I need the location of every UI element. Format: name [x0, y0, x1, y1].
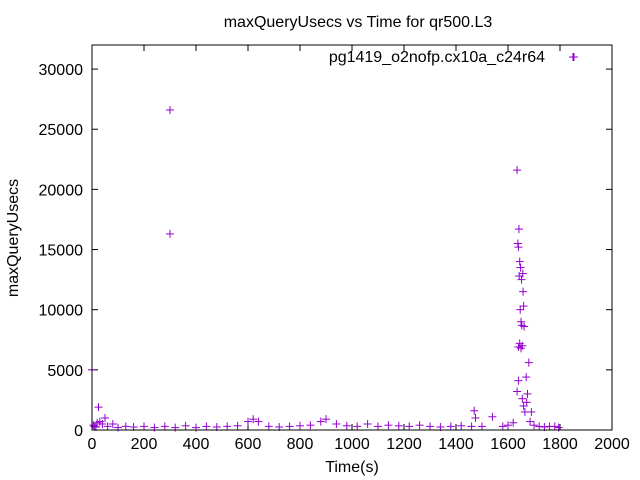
data-point — [405, 422, 414, 431]
x-tick-label: 400 — [183, 436, 210, 453]
data-point — [103, 422, 112, 431]
x-tick-label: 1600 — [490, 436, 526, 453]
data-point — [513, 166, 522, 175]
data-point — [98, 419, 107, 428]
data-point — [467, 422, 476, 431]
data-point — [517, 275, 526, 284]
data-point — [166, 105, 174, 114]
data-point — [285, 422, 294, 431]
data-point — [94, 403, 103, 412]
data-point — [160, 422, 169, 431]
data-point — [446, 422, 455, 431]
y-tick-label: 10000 — [39, 303, 84, 320]
data-point — [498, 422, 507, 431]
x-tick-label: 1800 — [542, 436, 578, 453]
data-point — [353, 422, 362, 431]
y-tick-label: 25000 — [39, 122, 84, 139]
data-point — [384, 421, 393, 430]
data-point — [471, 413, 480, 422]
data-point — [322, 415, 330, 424]
data-point — [513, 239, 522, 248]
data-point — [516, 263, 525, 272]
data-point — [518, 269, 527, 278]
data-point — [363, 419, 372, 428]
data-point — [522, 398, 531, 407]
data-point — [249, 415, 258, 424]
data-point — [514, 376, 523, 385]
data-point — [526, 417, 535, 426]
data-point — [524, 358, 533, 367]
x-tick-label: 1000 — [334, 436, 370, 453]
data-point — [244, 417, 252, 426]
x-tick-label: 2000 — [594, 436, 630, 453]
data-point — [514, 225, 523, 234]
data-point — [478, 422, 486, 431]
data-point — [140, 422, 148, 431]
data-point — [509, 418, 518, 427]
data-point — [306, 421, 315, 430]
data-point — [223, 422, 232, 431]
x-tick-label: 1400 — [438, 436, 474, 453]
data-point — [530, 421, 538, 430]
x-tick-label: 200 — [131, 436, 158, 453]
data-point — [550, 422, 559, 431]
data-point — [504, 421, 512, 430]
data-point — [101, 413, 109, 422]
data-point — [515, 339, 524, 348]
data-point — [535, 422, 544, 431]
plot-layer: 0 200 400 600 800 1000 1200 1400 1600 1800 2000050… — [39, 45, 630, 453]
data-point — [519, 287, 528, 296]
data-point — [415, 421, 424, 430]
data-point — [516, 305, 525, 314]
data-point — [488, 412, 497, 421]
data-point — [342, 421, 351, 430]
y-tick-label: 15000 — [39, 243, 84, 260]
data-point — [513, 387, 522, 396]
data-point — [514, 243, 523, 252]
data-point — [527, 407, 536, 416]
y-tick-label: 0 — [74, 423, 83, 440]
data-point — [374, 422, 382, 431]
data-point — [121, 422, 130, 431]
data-point — [517, 317, 525, 326]
data-point — [426, 422, 434, 431]
y-tick-label: 5000 — [47, 363, 83, 380]
data-point — [522, 373, 531, 382]
data-point — [202, 422, 211, 431]
data-point — [470, 406, 479, 415]
data-point — [108, 419, 117, 428]
data-point — [264, 422, 273, 431]
data-point — [254, 417, 263, 426]
data-point — [457, 421, 466, 430]
data-point — [520, 322, 529, 331]
chart-title: maxQueryUsecs vs Time for qr500.L3 — [224, 14, 493, 31]
data-point — [517, 344, 525, 353]
x-tick-label: 1200 — [386, 436, 422, 453]
data-point — [518, 394, 527, 403]
data-point — [515, 257, 524, 266]
x-tick-label: 600 — [235, 436, 262, 453]
data-point — [181, 421, 190, 430]
y-axis-title: maxQueryUsecs — [5, 179, 22, 297]
plot-frame — [91, 44, 613, 431]
data-point — [523, 389, 532, 398]
legend-entry-marker — [570, 53, 578, 61]
data-point — [394, 421, 403, 430]
data-point — [296, 421, 304, 430]
x-tick-label: 800 — [287, 436, 314, 453]
data-point — [332, 419, 341, 428]
x-axis-title: Time(s) — [325, 459, 379, 476]
y-tick-label: 20000 — [39, 182, 84, 199]
y-tick-label: 30000 — [39, 62, 84, 79]
data-point — [166, 229, 174, 238]
data-point — [233, 421, 242, 430]
data-point — [316, 417, 325, 426]
x-tick-label: 0 — [88, 436, 97, 453]
data-point — [519, 302, 528, 311]
legend-entry-label: pg1419_o2nofp.cx10a_c24r64 — [329, 49, 545, 66]
